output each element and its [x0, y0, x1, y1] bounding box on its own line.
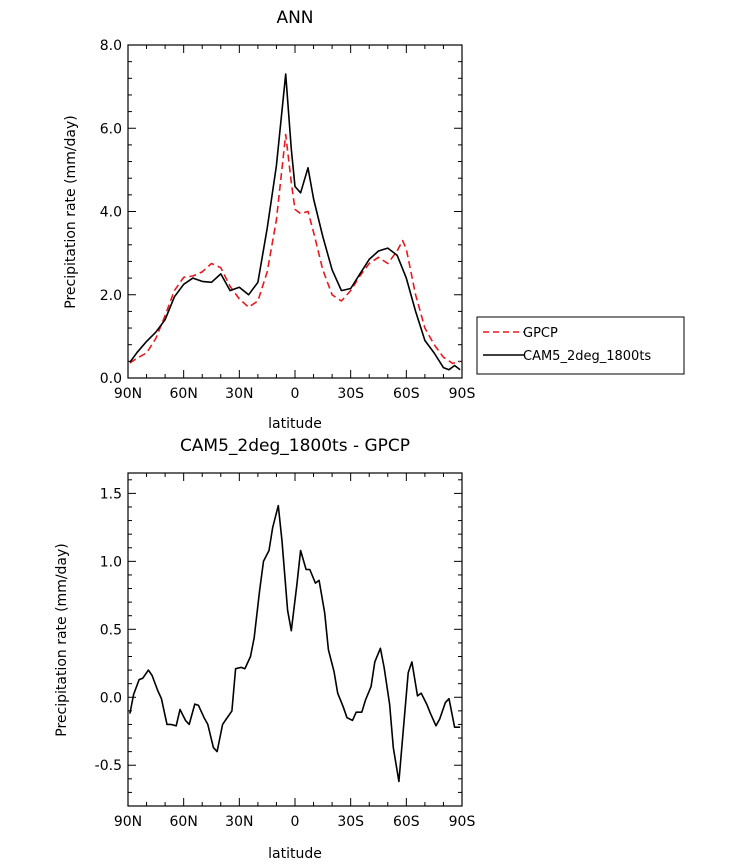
x-axis-label: latitude [268, 416, 322, 432]
x-tick-label: 30N [225, 386, 253, 402]
x-tick-label: 60N [170, 814, 198, 830]
legend-label-gpcp: GPCP [523, 326, 558, 341]
x-tick-label: 60S [393, 814, 420, 830]
y-ticks: 0.0 2.0 4.0 6.0 8.0 [100, 38, 462, 387]
series-lines [129, 73, 461, 371]
chart-title: ANN [276, 8, 313, 28]
y-tick-label: 1.5 [100, 486, 122, 502]
y-tick-label: 4.0 [100, 205, 122, 221]
x-tick-label: 30S [337, 814, 364, 830]
x-tick-label: 90N [114, 814, 142, 830]
series-lines [129, 504, 461, 783]
y-tick-label: 1.0 [100, 554, 122, 570]
plot-frame [127, 472, 463, 807]
x-tick-label: 0 [291, 814, 300, 830]
x-tick-label: 90S [449, 386, 476, 402]
x-tick-label: 90N [114, 386, 142, 402]
y-tick-label: 2.0 [100, 288, 122, 304]
y-tick-label: -0.5 [95, 758, 122, 774]
series-line-cam5-2deg-1800ts [129, 73, 461, 371]
y-tick-label: 8.0 [100, 38, 122, 54]
x-tick-label: 60N [170, 386, 198, 402]
x-tick-label: 30N [225, 814, 253, 830]
y-axis-label: Precipitation rate (mm/day) [63, 115, 79, 309]
x-ticks: 90N 60N 30N 0 30S 60S 90S [114, 45, 476, 402]
x-tick-label: 90S [449, 814, 476, 830]
y-axis-label: Precipitation rate (mm/day) [54, 543, 70, 737]
x-tick-label: 60S [393, 386, 420, 402]
x-axis-label: latitude [268, 846, 322, 862]
legend-label-cam5: CAM5_2deg_1800ts [523, 349, 651, 364]
x-tick-label: 30S [337, 386, 364, 402]
plot-frame [127, 44, 463, 379]
y-ticks: -0.5 0.0 0.5 1.0 1.5 [95, 479, 462, 807]
chart-annual-precipitation: ANN 0.02.04.06.08.0 90N 60N 30N 0 30S 60S 90S … [63, 8, 475, 432]
legend: GPCP CAM5_2deg_1800ts [476, 316, 685, 375]
chart-title: CAM5_2deg_1800ts - GPCP [180, 436, 410, 456]
series-line-difference [129, 504, 461, 783]
x-tick-label: 0 [291, 386, 300, 402]
y-tick-label: 0.5 [100, 622, 122, 638]
y-tick-label: 6.0 [100, 121, 122, 137]
series-line-gpcp [129, 133, 461, 365]
chart-difference: CAM5_2deg_1800ts - GPCP -0.5 0.0 0.5 1.0 1.5… [54, 436, 475, 862]
y-tick-label: 0.0 [100, 371, 122, 387]
legend-box [476, 316, 685, 375]
x-ticks: 90N 60N 30N 0 30S 60S 90S [114, 473, 476, 830]
y-tick-label: 0.0 [100, 690, 122, 706]
